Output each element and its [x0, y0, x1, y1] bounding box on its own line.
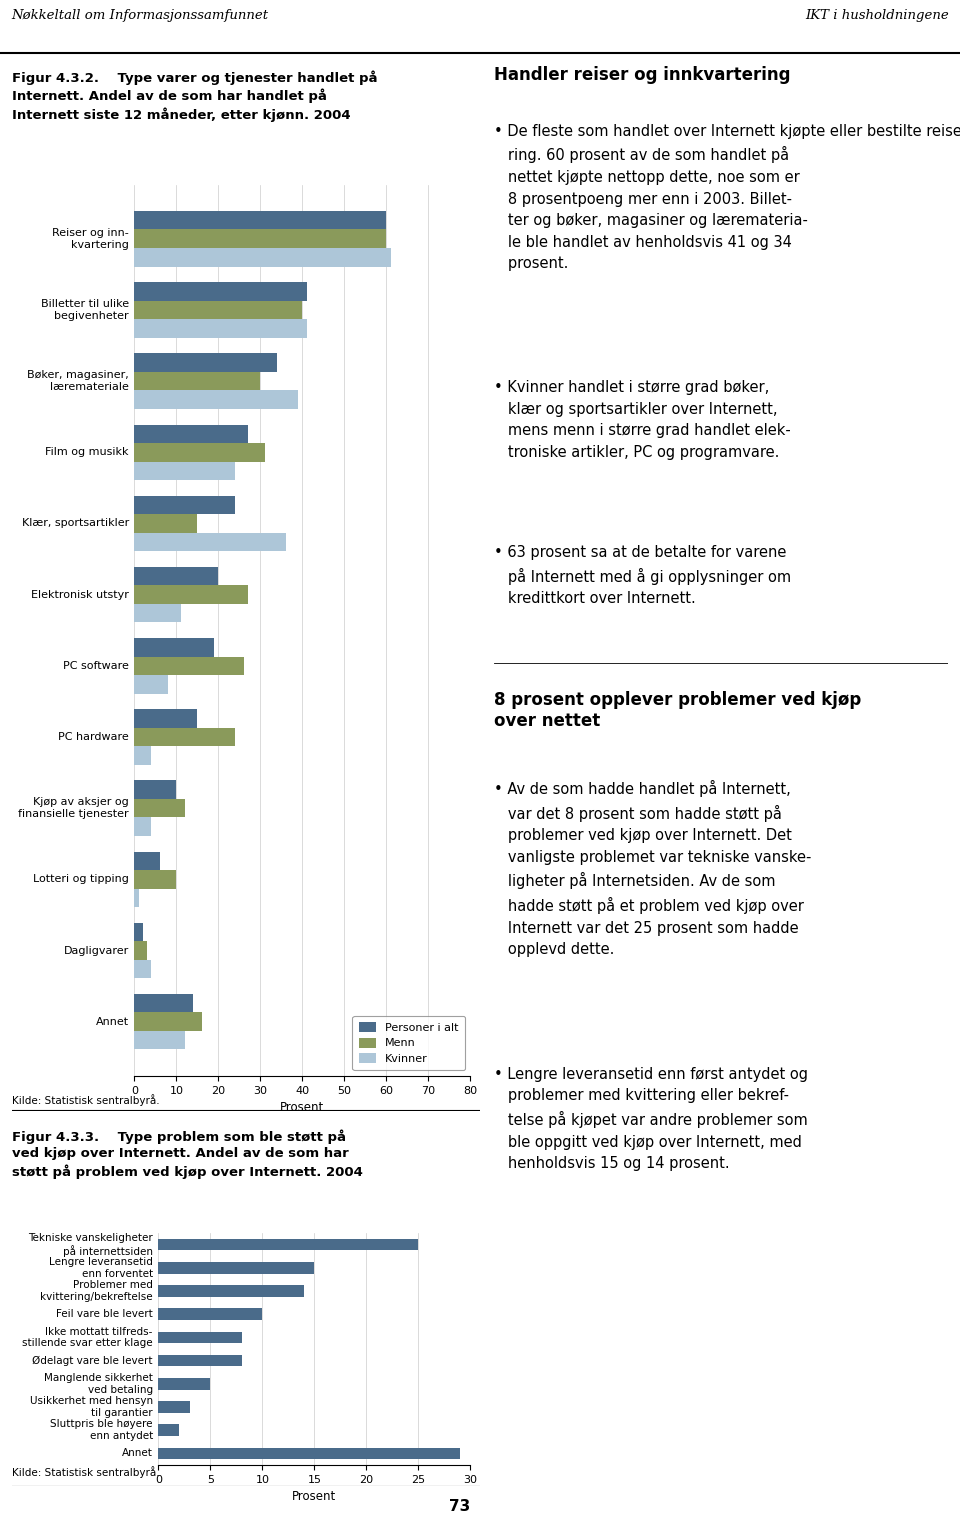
- Bar: [158, 1262, 314, 1274]
- Text: Figur 4.3.3.    Type problem som ble støtt på
ved kjøp over Internett. Andel av : Figur 4.3.3. Type problem som ble støtt …: [12, 1129, 362, 1180]
- Text: • Av de som hadde handlet på Internett,
   var det 8 prosent som hadde støtt på
: • Av de som hadde handlet på Internett, …: [494, 780, 812, 957]
- Bar: [134, 229, 386, 249]
- Bar: [134, 656, 244, 674]
- Bar: [134, 211, 386, 229]
- Bar: [134, 888, 138, 906]
- Bar: [134, 674, 168, 694]
- Bar: [134, 993, 193, 1012]
- Text: Figur 4.3.2.    Type varer og tjenester handlet på
Internett. Andel av de som ha: Figur 4.3.2. Type varer og tjenester han…: [12, 70, 377, 122]
- Bar: [134, 780, 177, 800]
- Bar: [134, 852, 159, 870]
- Bar: [134, 942, 147, 960]
- Bar: [134, 1032, 184, 1050]
- Bar: [134, 372, 260, 391]
- Bar: [158, 1378, 210, 1390]
- Text: • Kvinner handlet i større grad bøker,
   klær og sportsartikler over Internett,: • Kvinner handlet i større grad bøker, k…: [494, 380, 791, 459]
- Bar: [158, 1285, 304, 1297]
- Bar: [134, 1012, 202, 1032]
- Bar: [134, 514, 198, 533]
- Bar: [158, 1424, 180, 1436]
- Bar: [134, 800, 184, 818]
- Bar: [158, 1355, 242, 1366]
- Bar: [134, 638, 214, 656]
- Bar: [158, 1239, 419, 1250]
- Bar: [158, 1332, 242, 1343]
- Bar: [134, 960, 152, 978]
- Bar: [134, 923, 143, 942]
- Text: 73: 73: [449, 1499, 470, 1514]
- Bar: [134, 249, 391, 267]
- Bar: [134, 566, 219, 586]
- Text: IKT i husholdningene: IKT i husholdningene: [804, 9, 948, 21]
- Bar: [134, 391, 299, 409]
- Bar: [134, 424, 248, 443]
- Text: 8 prosent opplever problemer ved kjøp
over nettet: 8 prosent opplever problemer ved kjøp ov…: [494, 691, 862, 729]
- Bar: [158, 1401, 190, 1413]
- Text: • 63 prosent sa at de betalte for varene
   på Internett med å gi opplysninger o: • 63 prosent sa at de betalte for varene…: [494, 545, 792, 606]
- Bar: [134, 818, 152, 836]
- Text: • De fleste som handlet over Internett kjøpte eller bestilte reiser og innkvarte: • De fleste som handlet over Internett k…: [494, 124, 960, 272]
- Bar: [134, 461, 235, 481]
- Bar: [134, 319, 306, 337]
- Text: • Lengre leveransetid enn først antydet og
   problemer med kvittering eller bek: • Lengre leveransetid enn først antydet …: [494, 1067, 808, 1170]
- Bar: [158, 1448, 460, 1459]
- Text: Nøkkeltall om Informasjonssamfunnet: Nøkkeltall om Informasjonssamfunnet: [12, 9, 269, 21]
- Bar: [134, 496, 235, 514]
- Bar: [158, 1308, 262, 1320]
- Bar: [134, 710, 198, 728]
- Bar: [134, 870, 177, 888]
- Bar: [134, 354, 277, 372]
- Bar: [134, 533, 286, 551]
- Bar: [134, 586, 248, 604]
- X-axis label: Prosent: Prosent: [280, 1102, 324, 1114]
- Text: Kilde: Statistisk sentralbyrå.: Kilde: Statistisk sentralbyrå.: [12, 1466, 159, 1479]
- Text: Kilde: Statistisk sentralbyrå.: Kilde: Statistisk sentralbyrå.: [12, 1094, 159, 1106]
- Bar: [134, 728, 235, 746]
- Bar: [134, 282, 306, 301]
- Bar: [134, 746, 152, 765]
- Bar: [134, 604, 180, 623]
- Legend: Personer i alt, Menn, Kvinner: Personer i alt, Menn, Kvinner: [352, 1016, 465, 1070]
- X-axis label: Prosent: Prosent: [292, 1491, 337, 1503]
- Bar: [134, 301, 302, 319]
- Text: Handler reiser og innkvartering: Handler reiser og innkvartering: [494, 66, 791, 84]
- Bar: [134, 443, 265, 461]
